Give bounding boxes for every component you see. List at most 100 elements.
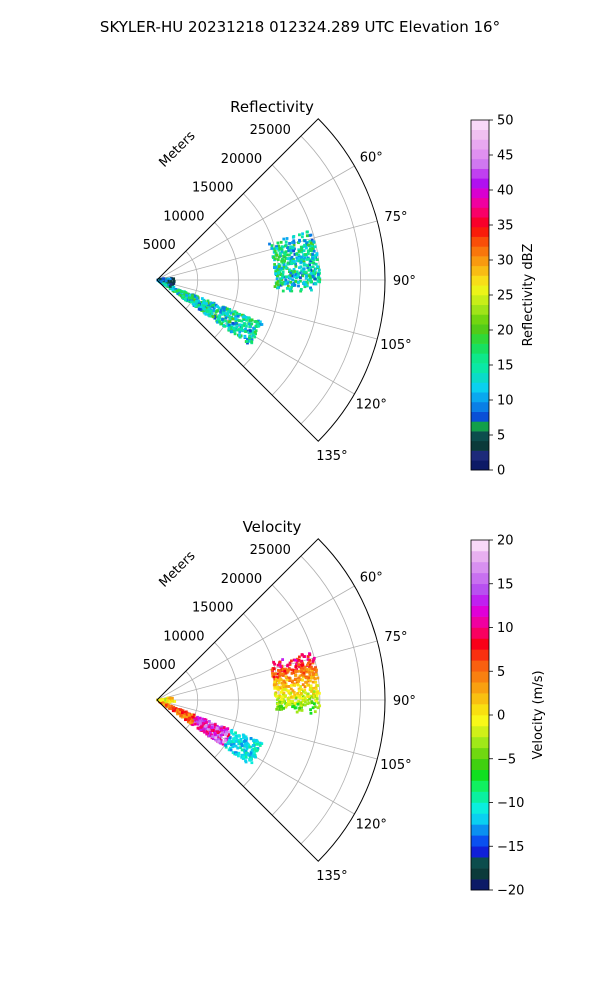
echo-gate	[192, 717, 196, 721]
echo-gate	[277, 255, 281, 259]
azimuth-tick-label: 75°	[384, 210, 407, 225]
echo-gate	[212, 309, 215, 313]
echo-gate	[205, 732, 209, 736]
echo-gate	[197, 303, 201, 307]
sector-outline	[156, 118, 386, 442]
echo-gate	[300, 665, 304, 668]
echo-gate	[282, 680, 286, 683]
echo-gate	[253, 326, 256, 330]
echo-gate	[285, 702, 289, 706]
echo-gate	[166, 699, 169, 702]
echo-gate	[313, 245, 317, 249]
grid-spoke	[156, 220, 378, 281]
echo-gate	[282, 691, 286, 695]
echo-gate	[275, 676, 279, 679]
echo-gate	[240, 313, 244, 317]
echo-gate	[207, 307, 211, 311]
echo-gate	[253, 335, 257, 339]
radar-echoes	[156, 652, 322, 765]
echo-gate	[198, 305, 201, 309]
panel-title: Reflectivity	[230, 98, 314, 116]
echo-gate	[242, 735, 246, 739]
echo-gate	[209, 301, 213, 305]
echo-gate	[170, 699, 174, 703]
echo-gate	[270, 247, 274, 250]
echo-gate	[291, 245, 295, 249]
echo-gate	[293, 270, 296, 273]
echo-gate	[305, 242, 309, 246]
echo-gate	[288, 702, 292, 706]
echo-gate	[291, 705, 294, 709]
echo-gate	[283, 282, 287, 286]
echo-gate	[228, 309, 232, 313]
echo-gate	[196, 726, 200, 730]
echo-gate	[285, 287, 289, 290]
echo-gate	[289, 684, 293, 687]
echo-gate	[308, 658, 312, 662]
echo-gate	[311, 673, 315, 677]
echo-gate	[318, 278, 322, 282]
echo-gate	[199, 728, 203, 732]
echo-gate	[284, 240, 288, 244]
colorbar-swatch	[471, 392, 489, 403]
echo-gate	[282, 672, 286, 675]
echo-gate	[234, 317, 238, 321]
echo-gate	[297, 689, 301, 693]
echo-gate	[286, 685, 290, 688]
echo-gate	[230, 730, 233, 733]
echo-gate	[161, 698, 165, 701]
echo-gate	[248, 322, 251, 326]
echo-gate	[312, 656, 316, 660]
echo-gate	[293, 701, 297, 705]
echo-gate	[283, 681, 287, 685]
echo-gate	[164, 279, 168, 283]
echo-gate	[233, 736, 237, 740]
echo-gate	[258, 741, 262, 745]
echo-gate	[279, 277, 283, 281]
echo-gate	[280, 685, 283, 689]
echo-gate	[303, 239, 307, 243]
echo-gate	[239, 746, 242, 750]
echo-gate	[169, 280, 173, 283]
echo-gate	[292, 671, 296, 674]
echo-gate	[212, 730, 216, 734]
echo-gate	[248, 336, 251, 340]
echo-gate	[232, 744, 236, 748]
echo-gate	[282, 700, 286, 704]
echo-gate	[306, 658, 310, 661]
echo-gate	[289, 245, 292, 249]
echo-gate	[243, 335, 247, 339]
echo-gate	[311, 671, 315, 675]
echo-gate	[273, 285, 277, 288]
echo-gate	[171, 288, 175, 292]
echo-gate	[284, 667, 288, 671]
echo-gate	[180, 715, 184, 719]
colorbar-swatch	[471, 226, 489, 237]
echo-gate	[307, 661, 311, 665]
echo-gate	[218, 314, 222, 317]
echo-gate	[305, 668, 309, 671]
echo-gate	[279, 704, 283, 708]
echo-gate	[287, 676, 291, 680]
echo-gate	[250, 761, 254, 765]
echo-gate	[243, 749, 246, 753]
echo-gate	[221, 306, 225, 310]
echo-gate	[282, 265, 286, 269]
echo-gate	[234, 744, 238, 748]
echo-gate	[225, 307, 229, 311]
echo-gate	[232, 312, 235, 316]
echo-gate	[258, 320, 262, 324]
echo-gate	[280, 681, 284, 685]
echo-gate	[279, 672, 283, 676]
echo-gate	[252, 739, 255, 743]
echo-gate	[244, 755, 248, 759]
echo-gate	[174, 289, 177, 293]
echo-gate	[213, 734, 217, 737]
echo-gate	[226, 309, 230, 313]
echo-gate	[196, 301, 200, 305]
echo-gate	[273, 680, 277, 684]
echo-gate	[228, 746, 232, 750]
echo-gate	[308, 263, 312, 267]
echo-gate	[311, 668, 314, 672]
echo-gate	[235, 736, 238, 740]
